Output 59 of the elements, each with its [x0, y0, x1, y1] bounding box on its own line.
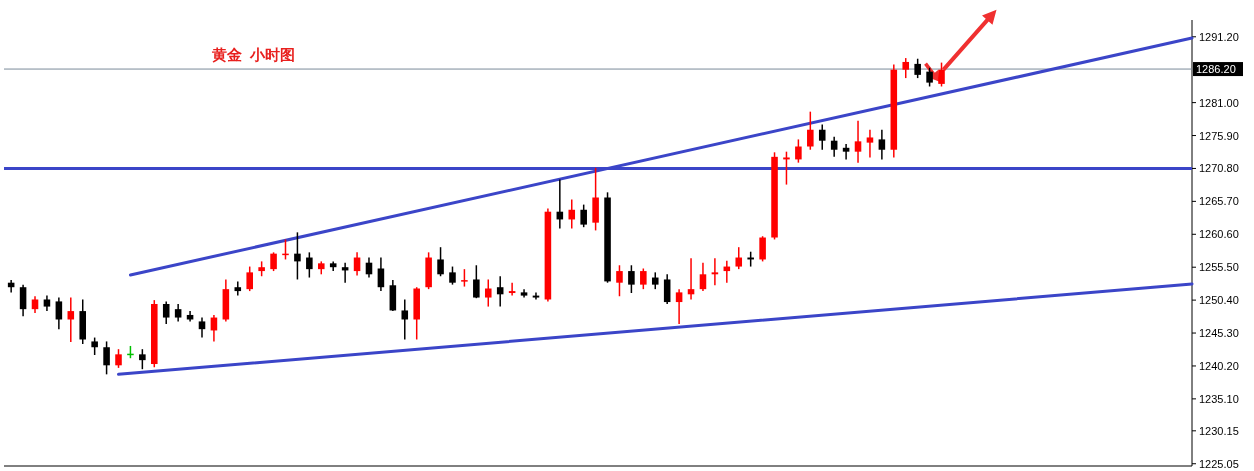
- candlestick: [914, 57, 921, 79]
- y-tick-label: 1291.20: [1199, 30, 1239, 43]
- candlestick: [616, 264, 623, 297]
- candlestick: [246, 265, 253, 292]
- candlestick: [294, 231, 301, 281]
- candlestick: [473, 264, 480, 299]
- candlestick: [437, 246, 444, 277]
- candlestick: [198, 316, 206, 339]
- y-tick-label: 1225.05: [1199, 457, 1239, 470]
- candlestick: [711, 257, 719, 287]
- y-tick-label: 1265.70: [1199, 195, 1239, 208]
- candlestick: [854, 119, 862, 164]
- candlestick: [19, 283, 27, 318]
- y-tick-label: 1250.40: [1199, 294, 1239, 307]
- candlestick: [568, 198, 576, 230]
- ref-line-label: 1286.20: [1196, 63, 1236, 76]
- candlestick: [162, 300, 170, 325]
- candlestick: [103, 340, 110, 376]
- candlestick: [938, 61, 945, 88]
- candlestick: [735, 246, 743, 270]
- candlestick: [532, 291, 540, 301]
- candlestick: [878, 128, 886, 161]
- candlestick: [926, 67, 933, 88]
- candlestick: [830, 136, 838, 158]
- y-tick-label: 1275.90: [1199, 129, 1239, 142]
- candlestick: [306, 251, 313, 279]
- candlestick: [842, 143, 850, 161]
- candlestick: [902, 57, 910, 79]
- candlestick: [234, 280, 242, 297]
- candlestick: [699, 261, 707, 292]
- candlestick: [580, 203, 587, 228]
- candlestick: [663, 273, 671, 305]
- candlestick: [866, 128, 874, 159]
- candlestick: [377, 256, 385, 292]
- y-tick-label: 1240.20: [1199, 359, 1239, 372]
- candlestick: [759, 235, 766, 263]
- y-tick-label: 1270.80: [1199, 162, 1239, 175]
- y-tick-label: 1235.10: [1199, 392, 1239, 405]
- text: 黄金 小时图: [211, 46, 296, 63]
- candlestick: [807, 110, 814, 151]
- candlestick: [818, 123, 826, 151]
- candlestick: [115, 348, 122, 369]
- y-tick-label: 1230.15: [1199, 424, 1239, 437]
- candlestick: [401, 298, 409, 341]
- y-tick-label: 1281.00: [1199, 96, 1239, 109]
- candlestick: [640, 267, 647, 290]
- y-tick-label: 1260.60: [1199, 228, 1239, 241]
- candlestick: [508, 281, 516, 297]
- candlestick: [270, 251, 277, 272]
- y-tick-label: 1245.30: [1199, 327, 1239, 340]
- candlestick: [675, 288, 683, 325]
- candlestick: [628, 264, 635, 294]
- candlestick: [449, 265, 456, 286]
- candlestick: [139, 348, 146, 370]
- candlestick: [484, 278, 492, 308]
- candlestick: [55, 296, 63, 330]
- candlestick: [795, 138, 802, 164]
- y-tick-label: 1255.50: [1199, 261, 1239, 274]
- candlestick: [783, 150, 790, 186]
